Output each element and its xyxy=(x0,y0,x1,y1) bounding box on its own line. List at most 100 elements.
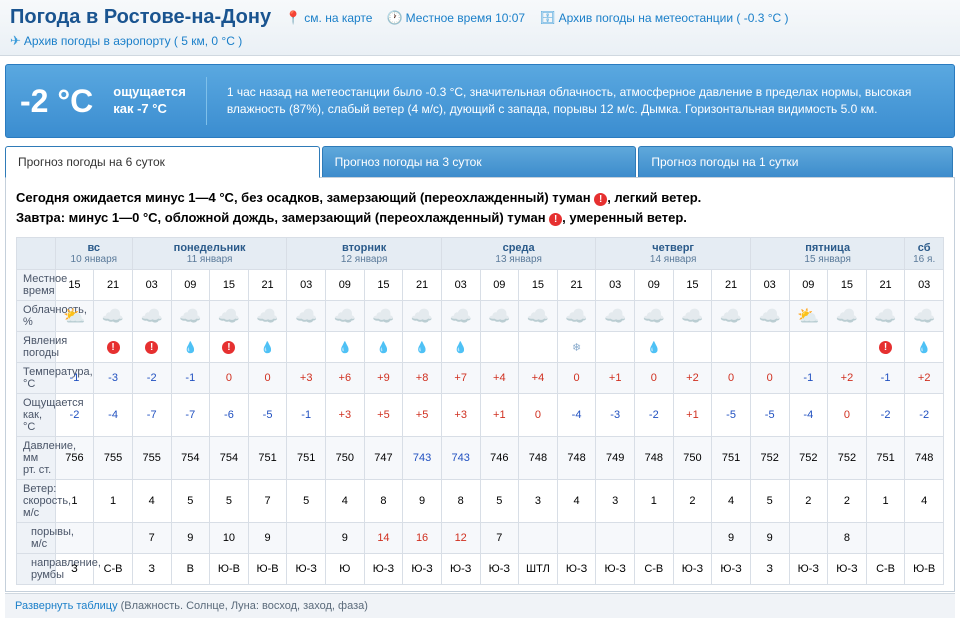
table-cell: 8 xyxy=(828,523,867,554)
table-cell: 15 xyxy=(828,270,867,301)
day-header: четверг14 января xyxy=(596,238,751,270)
table-cell: -2 xyxy=(866,394,905,437)
phenom-cell: 💧 xyxy=(441,332,480,363)
table-cell: +6 xyxy=(326,363,365,394)
cloud-cell: ☁️ xyxy=(866,301,905,332)
table-cell: 751 xyxy=(287,437,326,480)
table-cell: 749 xyxy=(596,437,635,480)
clock-icon: 🕐 xyxy=(386,10,402,26)
table-cell: 752 xyxy=(789,437,828,480)
cloud-cell: ☁️ xyxy=(557,301,596,332)
table-cell: 09 xyxy=(480,270,519,301)
phenom-cell: 💧 xyxy=(326,332,365,363)
table-cell: 0 xyxy=(557,363,596,394)
table-cell: Ю-В xyxy=(905,554,944,585)
phenom-cell xyxy=(789,332,828,363)
phenom-cell xyxy=(287,332,326,363)
table-cell: 4 xyxy=(326,480,365,523)
table-cell: 9 xyxy=(248,523,287,554)
table-cell: Ю-З xyxy=(287,554,326,585)
table-cell: 0 xyxy=(828,394,867,437)
cloud-cell: ☁️ xyxy=(673,301,712,332)
table-cell: 746 xyxy=(480,437,519,480)
tab-3day[interactable]: Прогноз погоды на 3 суток xyxy=(322,146,637,178)
table-cell: Ю-З xyxy=(712,554,751,585)
table-cell: 09 xyxy=(789,270,828,301)
table-cell: +8 xyxy=(403,363,442,394)
phenom-cell: ! xyxy=(866,332,905,363)
time-label: Местное время 10:07 xyxy=(406,11,525,25)
table-cell: Ю-З xyxy=(828,554,867,585)
table-cell: 751 xyxy=(866,437,905,480)
forecast-tabs: Прогноз погоды на 6 суток Прогноз погоды… xyxy=(5,146,955,178)
day-header: вторник12 января xyxy=(287,238,442,270)
cloud-cell: ☁️ xyxy=(132,301,171,332)
cloud-cell: ☁️ xyxy=(635,301,674,332)
expand-table-link[interactable]: Развернуть таблицу xyxy=(15,600,118,612)
phenom-cell: 💧 xyxy=(635,332,674,363)
archive-airport-link[interactable]: ✈Архив погоды в аэропорту ( 5 км, 0 °C ) xyxy=(10,33,242,49)
table-cell: 752 xyxy=(750,437,789,480)
table-cell: 5 xyxy=(750,480,789,523)
archive-station-link[interactable]: 🗄Архив погоды на метеостанции ( -0.3 °C … xyxy=(539,10,788,26)
table-cell: 752 xyxy=(828,437,867,480)
tab-1day[interactable]: Прогноз погоды на 1 сутки xyxy=(638,146,953,178)
cloud-cell: ☁️ xyxy=(210,301,249,332)
table-cell: 1 xyxy=(866,480,905,523)
plane-icon: ✈ xyxy=(10,33,21,49)
cloud-cell: ☁️ xyxy=(287,301,326,332)
cloud-cell: ☁️ xyxy=(596,301,635,332)
tab-6day[interactable]: Прогноз погоды на 6 суток xyxy=(5,146,320,178)
table-cell: +7 xyxy=(441,363,480,394)
table-cell: 9 xyxy=(403,480,442,523)
map-link[interactable]: 📍см. на карте xyxy=(285,10,372,26)
table-cell: 21 xyxy=(712,270,751,301)
table-cell: -1 xyxy=(866,363,905,394)
table-cell: 3 xyxy=(596,480,635,523)
summary-l2b: , умеренный ветер. xyxy=(562,210,687,225)
phenom-cell xyxy=(519,332,558,363)
table-cell: 03 xyxy=(905,270,944,301)
table-cell: -2 xyxy=(132,363,171,394)
table-cell: 09 xyxy=(635,270,674,301)
table-cell: 748 xyxy=(519,437,558,480)
table-cell: 5 xyxy=(287,480,326,523)
table-cell: 9 xyxy=(750,523,789,554)
table-cell: 748 xyxy=(635,437,674,480)
cloud-cell: ☁️ xyxy=(326,301,365,332)
table-cell: 743 xyxy=(403,437,442,480)
feels-l2: как -7 °C xyxy=(113,101,186,118)
table-cell: 21 xyxy=(866,270,905,301)
table-cell: 4 xyxy=(557,480,596,523)
table-cell: 5 xyxy=(171,480,210,523)
row-label: Ощущается как, °C xyxy=(17,394,56,437)
table-cell xyxy=(673,523,712,554)
table-cell: 14 xyxy=(364,523,403,554)
alert-icon: ! xyxy=(549,213,562,226)
forecast-content: Сегодня ожидается минус 1—4 °C, без осад… xyxy=(5,177,955,592)
row-label: Давление, мм рт. ст. xyxy=(17,437,56,480)
table-cell: +3 xyxy=(326,394,365,437)
row-label: Температура, °C xyxy=(17,363,56,394)
forecast-summary: Сегодня ожидается минус 1—4 °C, без осад… xyxy=(16,188,944,227)
table-cell: -2 xyxy=(905,394,944,437)
table-cell: С-В xyxy=(635,554,674,585)
table-cell: 9 xyxy=(326,523,365,554)
current-temp: -2 °C xyxy=(20,83,93,120)
table-cell: 2 xyxy=(673,480,712,523)
table-cell: -4 xyxy=(789,394,828,437)
table-cell xyxy=(94,523,133,554)
table-cell: 21 xyxy=(557,270,596,301)
table-cell: 8 xyxy=(441,480,480,523)
table-cell: 750 xyxy=(326,437,365,480)
forecast-table: вс10 январяпонедельник11 январявторник12… xyxy=(16,237,944,585)
table-cell: 8 xyxy=(364,480,403,523)
table-cell: +4 xyxy=(519,363,558,394)
table-cell: -7 xyxy=(132,394,171,437)
table-cell: -6 xyxy=(210,394,249,437)
archive-station-label: Архив погоды на метеостанции ( -0.3 °C ) xyxy=(559,11,789,25)
table-cell: -1 xyxy=(171,363,210,394)
archive-icon: 🗄 xyxy=(539,10,556,26)
table-cell: Ю-З xyxy=(441,554,480,585)
cloud-cell: ☁️ xyxy=(403,301,442,332)
